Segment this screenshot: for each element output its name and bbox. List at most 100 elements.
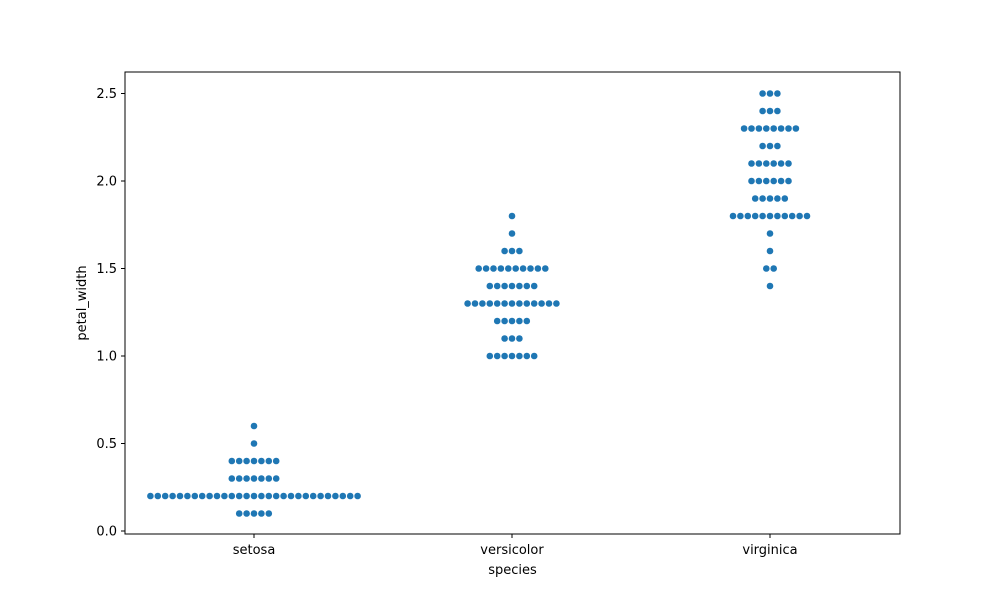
data-point-virginica	[781, 195, 789, 202]
data-point-virginica	[796, 212, 803, 220]
data-point-virginica	[755, 125, 763, 132]
data-point-versicolor	[475, 265, 483, 272]
data-point-setosa	[213, 492, 221, 500]
data-point-versicolor	[516, 317, 523, 325]
data-point-setosa	[309, 492, 317, 500]
data-point-virginica	[770, 160, 777, 167]
data-point-setosa	[235, 475, 243, 482]
data-point-setosa	[235, 457, 243, 465]
data-point-versicolor	[516, 352, 523, 360]
data-point-versicolor	[486, 300, 494, 307]
data-point-versicolor	[523, 317, 531, 325]
data-point-virginica	[788, 212, 796, 220]
data-point-versicolor	[501, 317, 508, 325]
data-point-setosa	[228, 457, 236, 465]
data-point-versicolor	[530, 282, 538, 290]
data-point-versicolor	[516, 300, 523, 307]
data-point-setosa	[287, 492, 295, 500]
data-point-setosa	[243, 510, 250, 517]
data-point-setosa	[250, 422, 258, 430]
data-point-setosa	[198, 492, 206, 500]
data-point-versicolor	[516, 282, 523, 290]
data-point-setosa	[191, 492, 199, 500]
data-point-versicolor	[523, 300, 531, 307]
data-point-versicolor	[508, 230, 516, 237]
data-point-versicolor	[493, 300, 501, 307]
data-point-setosa	[206, 492, 213, 500]
data-point-virginica	[759, 142, 766, 150]
data-point-setosa	[302, 492, 310, 500]
y-tick-label: 0.5	[96, 437, 117, 452]
data-point-versicolor	[501, 247, 508, 255]
data-point-versicolor	[516, 247, 523, 255]
data-point-setosa	[243, 492, 250, 500]
data-point-versicolor	[519, 265, 527, 272]
data-point-setosa	[250, 492, 258, 500]
data-point-virginica	[751, 195, 759, 202]
data-point-setosa	[265, 492, 273, 500]
data-point-virginica	[766, 282, 774, 290]
data-point-versicolor	[508, 352, 516, 360]
data-point-setosa	[169, 492, 176, 500]
data-point-versicolor	[482, 265, 490, 272]
data-point-versicolor	[501, 282, 508, 290]
data-point-versicolor	[479, 300, 486, 307]
data-point-virginica	[770, 177, 777, 185]
data-point-virginica	[759, 212, 766, 220]
data-point-setosa	[221, 492, 228, 500]
data-point-virginica	[751, 212, 759, 220]
data-point-virginica	[748, 177, 755, 185]
data-point-virginica	[766, 230, 774, 237]
data-point-setosa	[243, 457, 250, 465]
data-point-versicolor	[505, 265, 512, 272]
data-point-setosa	[272, 457, 280, 465]
data-point-setosa	[250, 440, 258, 447]
data-point-setosa	[228, 492, 236, 500]
data-point-virginica	[740, 125, 748, 132]
data-point-versicolor	[523, 282, 531, 290]
data-point-versicolor	[508, 335, 516, 342]
data-point-virginica	[748, 125, 755, 132]
data-point-virginica	[737, 212, 744, 220]
data-point-setosa	[258, 475, 265, 482]
data-point-virginica	[759, 195, 766, 202]
data-point-setosa	[184, 492, 191, 500]
data-point-virginica	[766, 107, 774, 115]
data-point-virginica	[766, 247, 774, 255]
data-point-versicolor	[493, 352, 501, 360]
data-point-versicolor	[538, 300, 545, 307]
data-points	[147, 90, 811, 517]
data-point-virginica	[774, 107, 781, 115]
data-point-versicolor	[527, 265, 534, 272]
data-point-setosa	[339, 492, 347, 500]
data-point-setosa	[258, 492, 265, 500]
data-point-setosa	[332, 492, 339, 500]
data-point-virginica	[759, 90, 766, 97]
data-point-setosa	[250, 475, 258, 482]
x-axis-label: species	[488, 563, 537, 578]
data-point-versicolor	[497, 265, 505, 272]
data-point-virginica	[744, 212, 752, 220]
x-tick-label: versicolor	[480, 543, 544, 558]
data-point-virginica	[770, 265, 777, 272]
data-point-setosa	[265, 510, 273, 517]
data-point-setosa	[280, 492, 287, 500]
data-point-versicolor	[501, 352, 508, 360]
x-axis: setosa versicolor virginica	[233, 534, 798, 558]
data-point-versicolor	[493, 282, 501, 290]
data-point-versicolor	[501, 335, 508, 342]
data-point-setosa	[265, 457, 273, 465]
data-point-setosa	[250, 457, 258, 465]
data-point-virginica	[774, 195, 781, 202]
data-point-virginica	[803, 212, 811, 220]
data-point-virginica	[770, 125, 777, 132]
data-point-virginica	[755, 177, 763, 185]
data-point-virginica	[759, 107, 766, 115]
data-point-versicolor	[486, 352, 494, 360]
y-axis: 0.0 0.5 1.0 1.5 2.0 2.5	[96, 87, 125, 540]
data-point-virginica	[766, 142, 774, 150]
data-point-virginica	[729, 212, 737, 220]
data-point-setosa	[346, 492, 354, 500]
y-tick-label: 2.0	[96, 175, 117, 190]
